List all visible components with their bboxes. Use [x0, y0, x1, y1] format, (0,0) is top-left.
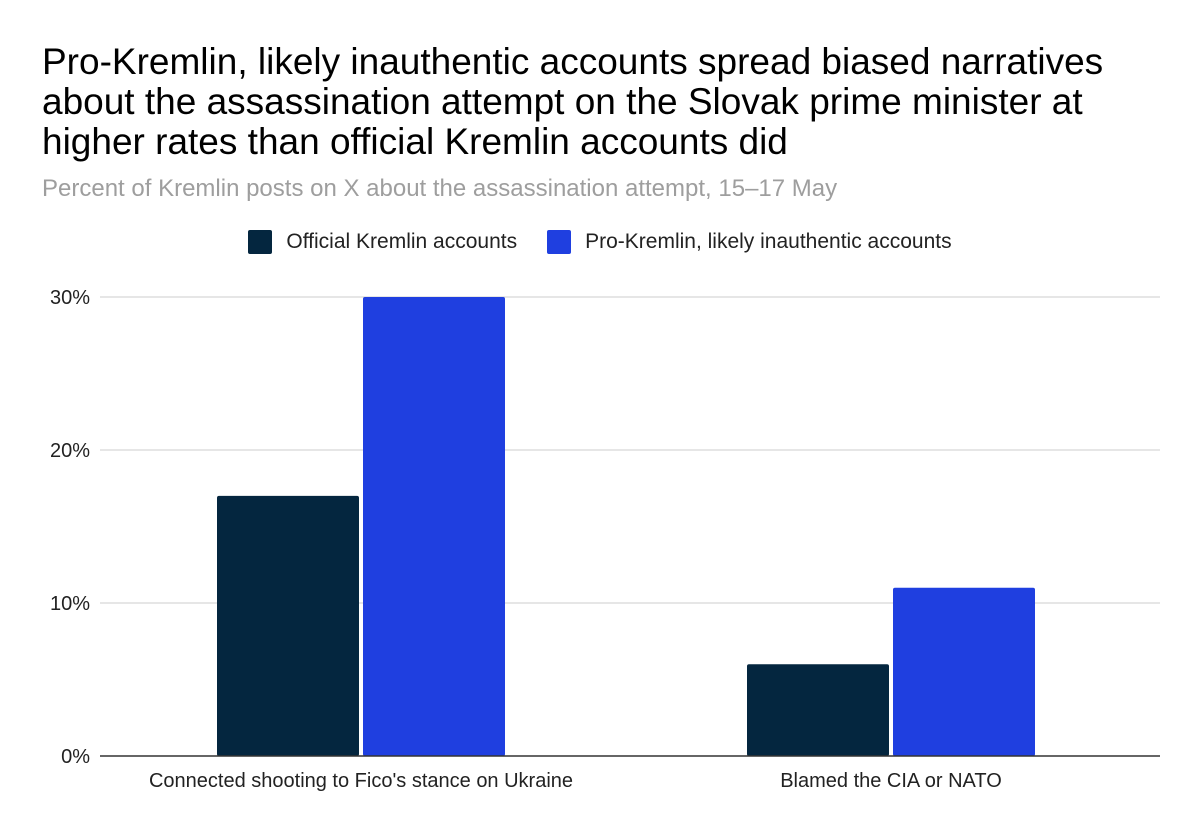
chart-subtitle: Percent of Kremlin posts on X about the …: [42, 175, 838, 202]
x-category-label: Blamed the CIA or NATO: [780, 770, 1002, 792]
x-category-label: Connected shooting to Fico's stance on U…: [149, 770, 573, 792]
bar-inauthentic: [893, 587, 1035, 756]
y-tick-label: 0%: [61, 746, 90, 768]
legend-label-official: Official Kremlin accounts: [286, 230, 518, 253]
legend-swatch-official: [248, 230, 273, 254]
legend: Official Kremlin accounts Pro-Kremlin, l…: [0, 230, 1200, 254]
y-tick-label: 30%: [50, 287, 90, 309]
bar-inauthentic: [363, 297, 505, 756]
bar-official: [217, 495, 359, 756]
bar-official: [747, 664, 889, 756]
y-tick-label: 10%: [50, 593, 90, 615]
chart-title: Pro-Kremlin, likely inauthentic accounts…: [42, 41, 1104, 162]
legend-swatch-inauthentic: [547, 230, 572, 254]
y-tick-label: 20%: [50, 440, 90, 462]
legend-label-inauthentic: Pro-Kremlin, likely inauthentic accounts: [585, 230, 952, 253]
legend-item-official: Official Kremlin accounts: [248, 230, 517, 254]
legend-item-inauthentic: Pro-Kremlin, likely inauthentic accounts: [547, 230, 952, 254]
